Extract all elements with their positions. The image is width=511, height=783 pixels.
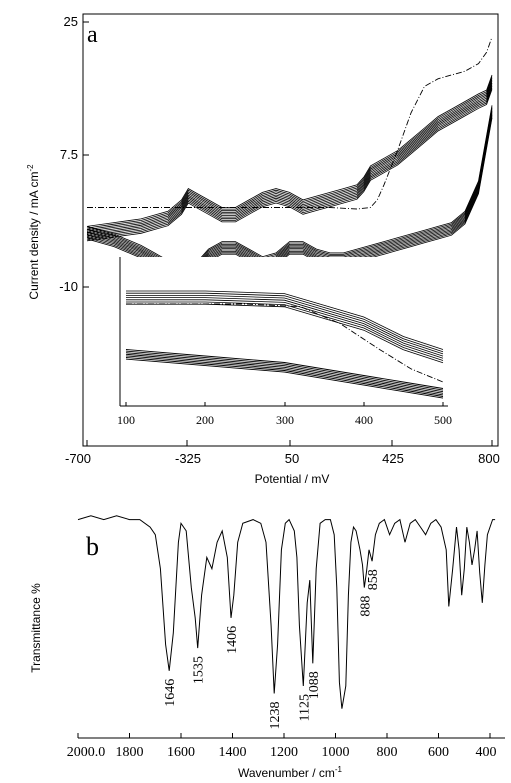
cv-cycle-upper-line bbox=[86, 76, 493, 229]
cv-cycle-upper-line bbox=[86, 74, 493, 227]
cv-cycle-upper-line bbox=[86, 84, 493, 237]
inset-lower-line bbox=[125, 350, 444, 391]
inset-upper-line bbox=[126, 290, 444, 350]
ir-x-tick-label: 1000 bbox=[322, 745, 350, 760]
ir-peak-label: 1125 bbox=[297, 694, 312, 721]
cv-cycle-upper-line bbox=[86, 82, 493, 235]
ir-curve bbox=[77, 515, 496, 709]
ir-peak-label: 1406 bbox=[225, 626, 240, 654]
ir-peak-label: 888 bbox=[358, 596, 373, 617]
cv-cycle-upper-line bbox=[86, 78, 493, 230]
inset-lower-line bbox=[125, 352, 444, 393]
inset-upper-line bbox=[126, 297, 444, 357]
inset-x-tick-label: 200 bbox=[196, 413, 214, 427]
ir-x-tick-label: 400 bbox=[476, 745, 497, 760]
ir-peak-label: 1088 bbox=[307, 671, 322, 699]
panel-a: a 25 7.5 -10 -700 -325 50 425 800 Potent… bbox=[26, 13, 500, 486]
x-axis-label-exponent: -1 bbox=[335, 765, 343, 774]
ir-x-tick-label: 600 bbox=[428, 745, 449, 760]
inset-lower-line bbox=[125, 358, 444, 399]
x-tick-label: 425 bbox=[382, 451, 404, 466]
ir-peak-label: 1535 bbox=[192, 656, 207, 684]
inset-x-tick-label: 100 bbox=[117, 413, 135, 427]
ir-x-tick-label: 1400 bbox=[219, 745, 247, 760]
panel-a-y-axis-label: Current density / mA cm-2 bbox=[26, 164, 41, 300]
ir-peak-label: 1646 bbox=[163, 679, 178, 707]
inset-upper-line bbox=[126, 295, 444, 355]
y-tick-label: -10 bbox=[59, 279, 78, 294]
cv-cycle-upper-line bbox=[86, 81, 493, 234]
inset-lower-line bbox=[125, 357, 444, 397]
y-tick-label: 7.5 bbox=[60, 147, 78, 162]
inset-x-tick-label: 300 bbox=[276, 413, 294, 427]
cv-cycle-upper-line bbox=[86, 86, 493, 238]
panel-b-y-axis-label: Transmittance % bbox=[29, 583, 43, 673]
cv-cycle-upper-line bbox=[86, 87, 493, 240]
ir-peak-label: 1238 bbox=[268, 702, 283, 730]
inset-lower-line bbox=[125, 349, 444, 389]
inset-upper-line bbox=[126, 299, 444, 359]
ir-x-tick-label: 1600 bbox=[167, 745, 195, 760]
ir-x-tick-label: 1200 bbox=[270, 745, 298, 760]
cv-first-scan-line bbox=[87, 36, 493, 210]
inset-lower-line bbox=[125, 353, 444, 394]
panel-a-letter: a bbox=[87, 22, 98, 48]
ir-x-tick-label: 1800 bbox=[116, 745, 144, 760]
panel-b-letter: b bbox=[86, 532, 99, 561]
x-tick-label: 800 bbox=[478, 451, 500, 466]
ir-x-tick-label: 2000.0 bbox=[67, 745, 106, 760]
y-axis-label-text: Current density / mA cm bbox=[27, 172, 41, 300]
ir-x-tick-label: 800 bbox=[377, 745, 398, 760]
panel-a-x-axis-label: Potential / mV bbox=[255, 472, 330, 486]
inset-first-scan-line bbox=[126, 303, 444, 383]
inset-lower-line bbox=[125, 355, 444, 396]
x-axis-label-text: Wavenumber / cm bbox=[238, 766, 335, 780]
x-tick-label: -700 bbox=[65, 451, 91, 466]
inset-x-tick-label: 500 bbox=[434, 413, 452, 427]
inset: 100 200 300 400 500 bbox=[117, 257, 452, 427]
inset-x-tick-label: 400 bbox=[355, 413, 373, 427]
panel-a-y-ticks: 25 7.5 -10 bbox=[59, 14, 89, 294]
x-tick-label: 50 bbox=[285, 451, 299, 466]
inset-curves bbox=[125, 290, 444, 399]
ir-peak-label: 858 bbox=[366, 569, 381, 590]
y-tick-label: 25 bbox=[64, 14, 78, 29]
cv-cycle-upper-line bbox=[86, 79, 493, 232]
cv-cycle-upper-line bbox=[86, 89, 493, 242]
panel-a-x-ticks: -700 -325 50 425 800 bbox=[65, 440, 500, 466]
inset-upper-line bbox=[126, 292, 444, 353]
cv-curves bbox=[86, 36, 493, 286]
panel-b: b Transmittance % 2000.0 1800 1600 1400 1200… bbox=[29, 515, 505, 780]
ir-x-ticks: 2000.0 1800 1600 1400 1200 1000 800 600 400 bbox=[67, 733, 497, 760]
ir-spectrum-line bbox=[77, 515, 496, 709]
x-tick-label: -325 bbox=[175, 451, 201, 466]
y-axis-label-exponent: -2 bbox=[26, 164, 35, 172]
panel-b-x-axis-label: Wavenumber / cm-1 bbox=[238, 765, 343, 780]
